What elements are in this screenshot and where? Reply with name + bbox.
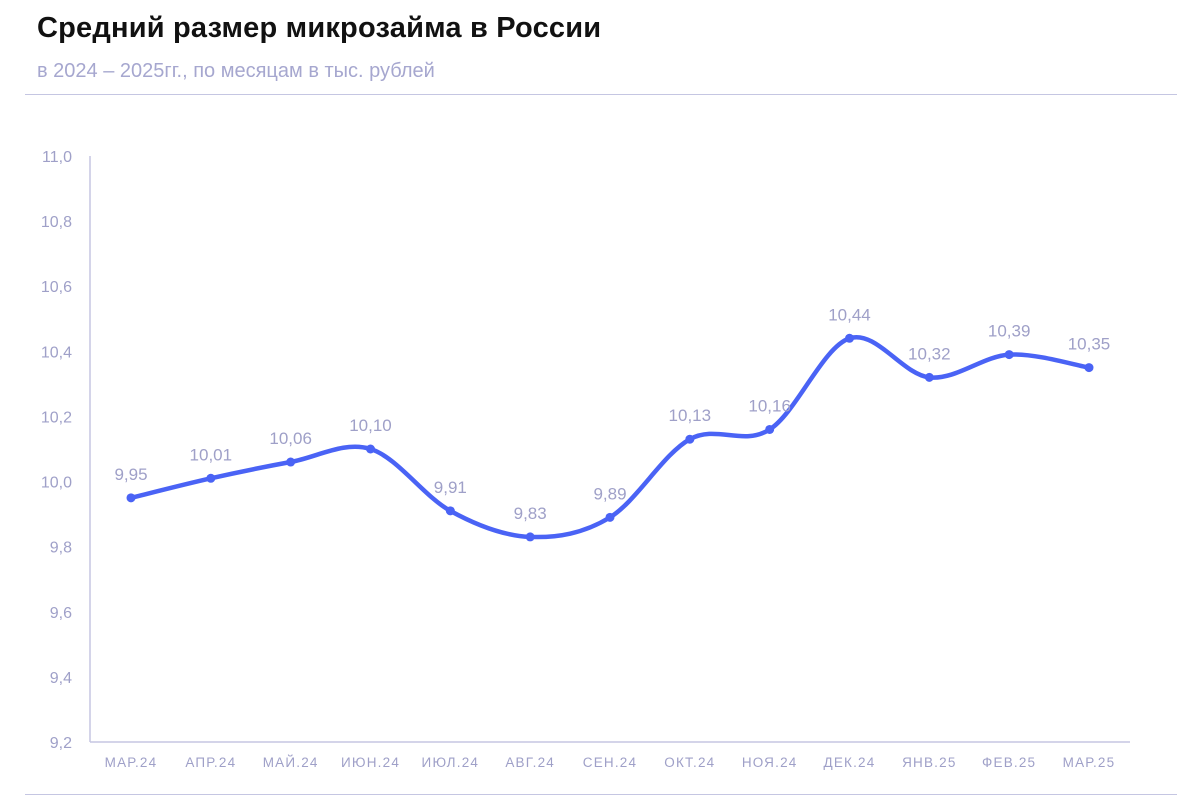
data-point bbox=[605, 512, 615, 522]
y-tick-label: 10,2 bbox=[41, 409, 72, 426]
x-tick-label: ИЮН.24 bbox=[341, 755, 400, 770]
data-point bbox=[924, 372, 934, 382]
y-tick-label: 9,2 bbox=[50, 735, 72, 752]
data-label: 9,83 bbox=[514, 504, 547, 523]
y-tick-label: 9,6 bbox=[50, 605, 72, 622]
data-label: 10,35 bbox=[1068, 335, 1111, 354]
x-tick-label: АВГ.24 bbox=[505, 755, 555, 770]
chart-subtitle: в 2024 – 2025гг., по месяцам в тыс. рубл… bbox=[37, 60, 435, 82]
data-point bbox=[206, 473, 216, 483]
x-tick-labels: МАР.24 АПР.24 МАЙ.24 ИЮН.24 ИЮЛ.24 АВГ.24 СЕН.… bbox=[105, 755, 1116, 770]
data-labels: 9,95 10,01 10,06 10,10 9,91 9,83 9,89 10,13 10,1… bbox=[114, 305, 1110, 523]
data-point bbox=[286, 457, 296, 467]
data-label: 10,06 bbox=[269, 429, 312, 448]
y-tick-label: 10,6 bbox=[41, 279, 72, 296]
data-point bbox=[845, 333, 854, 343]
data-point bbox=[1004, 350, 1014, 360]
y-tick-label: 11,0 bbox=[42, 149, 72, 166]
x-tick-label: МАР.24 bbox=[105, 755, 158, 770]
chart-title: Средний размер микрозайма в России bbox=[37, 12, 602, 44]
data-point bbox=[126, 493, 136, 503]
x-tick-label: ДЕК.24 bbox=[824, 755, 876, 770]
x-tick-label: ФЕВ.25 bbox=[982, 755, 1036, 770]
data-label: 9,89 bbox=[593, 484, 626, 503]
y-tick-label: 10,4 bbox=[41, 344, 72, 361]
data-label: 10,44 bbox=[828, 305, 871, 324]
data-points bbox=[126, 333, 1094, 542]
x-tick-label: ОКТ.24 bbox=[664, 755, 715, 770]
y-tick-label: 10,0 bbox=[41, 475, 72, 492]
data-point bbox=[366, 444, 375, 454]
x-tick-label: МАЙ.24 bbox=[263, 755, 319, 770]
data-label: 10,16 bbox=[748, 396, 791, 415]
x-tick-label: МАР.25 bbox=[1063, 755, 1116, 770]
y-tick-label: 10,8 bbox=[41, 214, 72, 231]
y-tick-label: 9,4 bbox=[50, 670, 72, 687]
x-tick-label: СЕН.24 bbox=[583, 755, 637, 770]
data-label: 10,01 bbox=[190, 445, 233, 464]
data-point bbox=[685, 434, 695, 444]
footer-divider bbox=[25, 794, 1177, 795]
data-label: 10,10 bbox=[349, 416, 392, 435]
data-label: 10,39 bbox=[988, 322, 1031, 341]
data-label: 10,13 bbox=[669, 406, 712, 425]
x-tick-label: ИЮЛ.24 bbox=[422, 755, 480, 770]
y-tick-labels: 9,2 9,4 9,6 9,8 10,0 10,2 10,4 10,6 10,8 11,0 bbox=[41, 149, 72, 752]
data-label: 9,91 bbox=[434, 478, 467, 497]
data-label: 9,95 bbox=[114, 465, 147, 484]
y-tick-label: 9,8 bbox=[50, 540, 72, 557]
data-point bbox=[525, 532, 535, 542]
x-tick-label: НОЯ.24 bbox=[742, 755, 798, 770]
data-point bbox=[1084, 363, 1094, 373]
data-point bbox=[445, 506, 455, 516]
header-divider bbox=[25, 94, 1177, 95]
data-label: 10,32 bbox=[908, 344, 951, 363]
x-tick-label: ЯНВ.25 bbox=[902, 755, 956, 770]
x-tick-label: АПР.24 bbox=[185, 755, 236, 770]
data-point bbox=[765, 424, 775, 434]
